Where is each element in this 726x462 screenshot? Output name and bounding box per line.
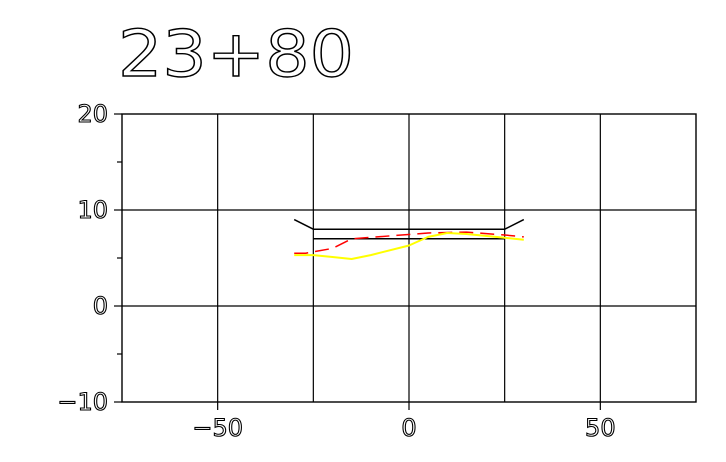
series-line [293,218,525,230]
y-tick-label: −10 [57,388,108,416]
chart-grid [122,114,696,402]
x-tick-label: 0 [401,414,416,442]
y-tick-label: 20 [77,100,108,128]
series-line [294,231,524,254]
plot-area [293,218,525,260]
series-line [294,232,524,260]
y-tick-label: 10 [77,196,108,224]
x-tick-label: 50 [585,414,616,442]
chart-axes [114,113,697,410]
chart-title: 23+80 [118,18,354,92]
tick-labels: −10 0 10 20 −50 0 50 [57,99,616,442]
x-tick-label: −50 [192,414,243,442]
y-tick-label: 0 [93,292,108,320]
